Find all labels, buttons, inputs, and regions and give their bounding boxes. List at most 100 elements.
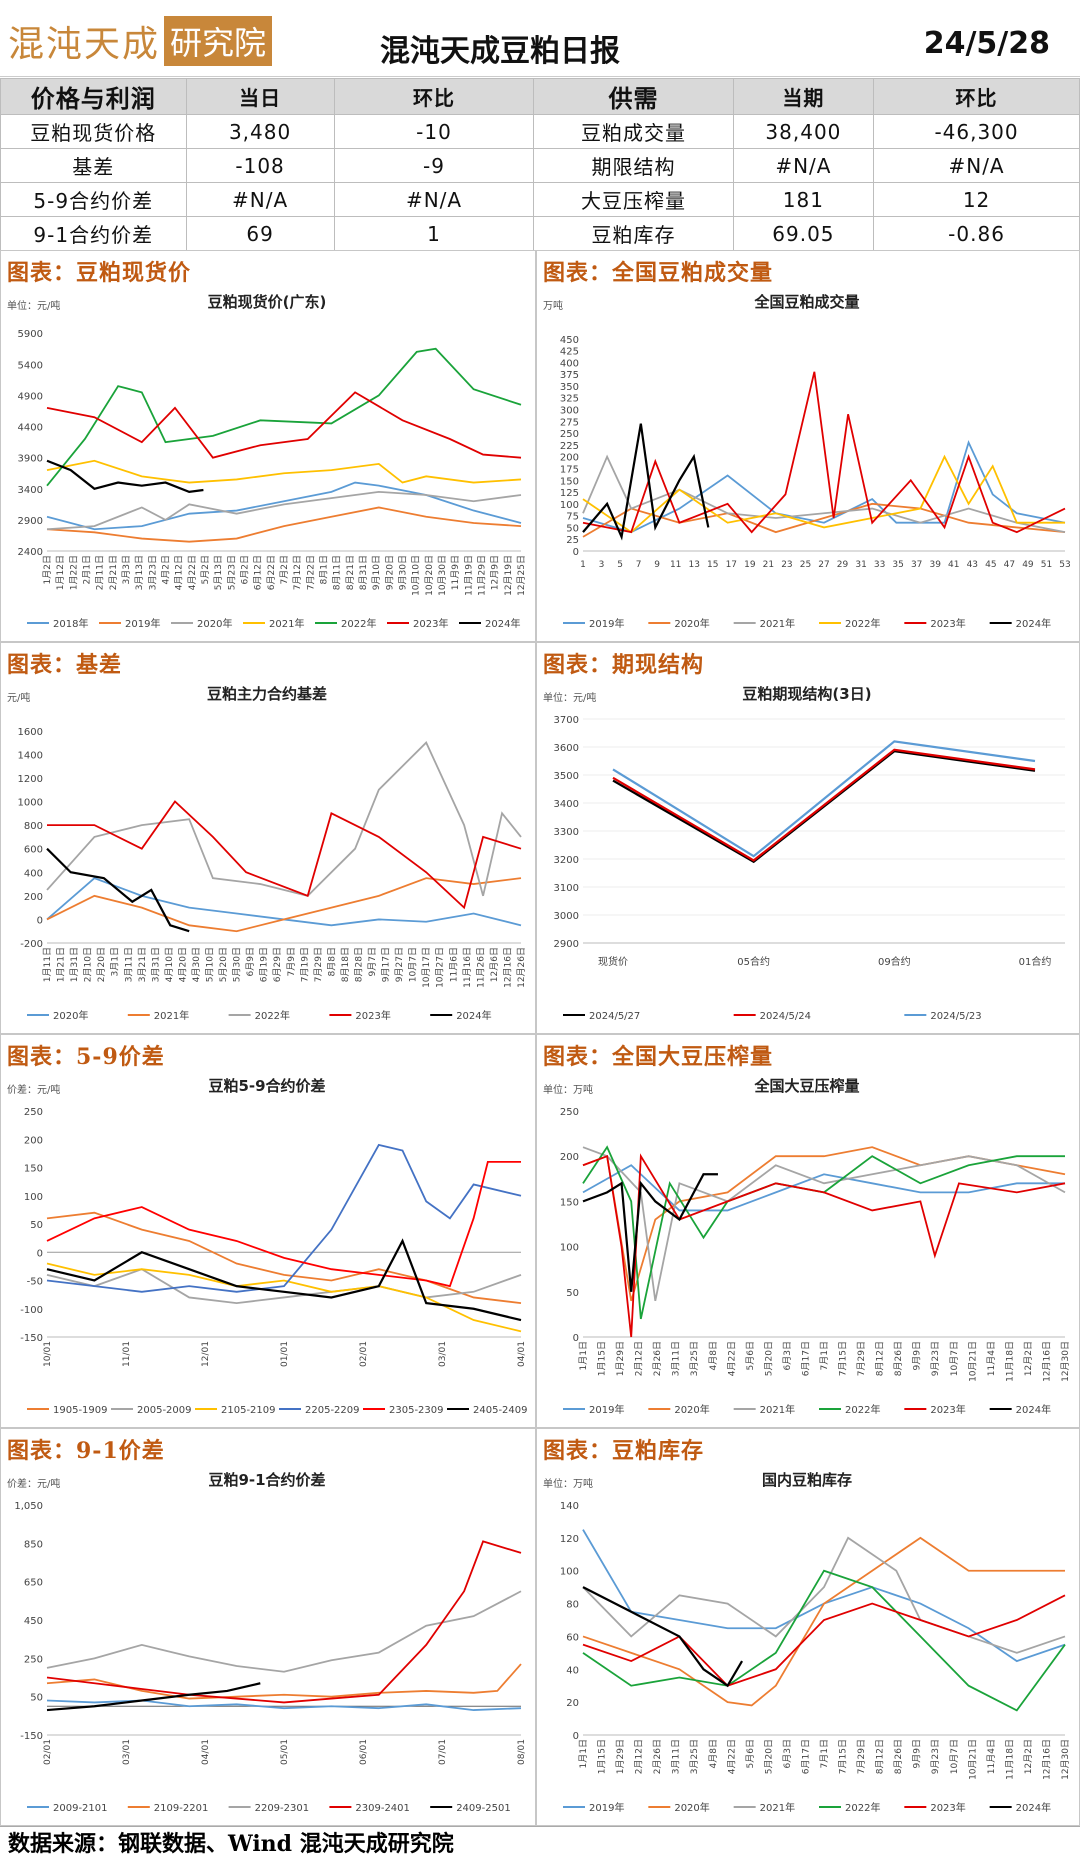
x-tick-label: 12/01 <box>201 1341 211 1367</box>
x-tick-label: 1月21日 <box>56 947 67 982</box>
x-tick-label: 3月31日 <box>150 947 161 982</box>
y-tick-label: 1000 <box>18 798 43 809</box>
x-tick-label: 1月15日 <box>597 1341 608 1376</box>
x-tick-label: 11月29日 <box>477 555 488 596</box>
y-tick-label: 100 <box>560 1567 579 1578</box>
x-tick-label: 29 <box>837 560 849 570</box>
hdr-today: 当日 <box>185 78 335 115</box>
x-tick-label: 12月30日 <box>1060 1739 1071 1780</box>
cell: -10 <box>333 114 535 149</box>
x-tick-label: 11月18日 <box>1004 1739 1015 1780</box>
y-tick-label: -50 <box>27 1277 43 1288</box>
x-tick-label: 9月23日 <box>930 1341 941 1376</box>
y-tick-label: 1400 <box>18 750 43 761</box>
y-tick-label: 375 <box>560 370 579 381</box>
y-tick-label: 120 <box>560 1534 579 1545</box>
panel-spread-5-9: 图表：5-9价差 豆粕5-9合约价差 价差：元/吨 -150 -100 -50 0 50 10… <box>0 1034 536 1428</box>
x-tick-label: 11月4日 <box>986 1341 997 1376</box>
y-tick-label: 125 <box>560 488 579 499</box>
panel-spread-9-1: 图表：9-1价差 豆粕9-1合约价差 价差：元/吨 -150 50 250 450 650 8… <box>0 1428 536 1826</box>
x-tick-label: 1月31日 <box>69 947 80 982</box>
legend-label: 2020年 <box>674 1403 709 1416</box>
x-tick-label: 5月6日 <box>745 1739 756 1768</box>
y-tick-label: 5900 <box>18 329 43 340</box>
x-tick-label: 06/01 <box>359 1739 369 1765</box>
x-tick-label: 7月19日 <box>299 947 310 982</box>
legend-label: 2205-2209 <box>305 1405 360 1416</box>
x-tick-label: 10月7日 <box>949 1739 960 1774</box>
x-tick-label: 37 <box>911 560 922 570</box>
x-tick-label: 10月7日 <box>949 1341 960 1376</box>
y-tick-label: 3500 <box>554 771 579 782</box>
x-tick-label: 12月16日 <box>1041 1739 1052 1780</box>
summary-row: 基差 -108 -9 期限结构 #N/A #N/A <box>0 148 1080 183</box>
cell: 豆粕成交量 <box>533 114 734 149</box>
y-tick-label: 140 <box>560 1501 579 1512</box>
x-tick-label: 3月13日 <box>134 555 145 590</box>
x-tick-label: 47 <box>1004 560 1015 570</box>
y-tick-label: 200 <box>560 1152 579 1163</box>
x-tick-label: 12月9日 <box>490 555 501 590</box>
x-tick-label: 12月16日 <box>502 947 513 988</box>
chart-title: 全国大豆压榨量 <box>753 1077 859 1095</box>
y-tick-label: 150 <box>560 476 579 487</box>
y-tick-label: 3200 <box>554 855 579 866</box>
y-tick-label: 3400 <box>554 799 579 810</box>
chart-title: 全国豆粕成交量 <box>753 293 859 311</box>
legend-label: 2021年 <box>760 1801 795 1814</box>
legend-label: 2021年 <box>154 1009 189 1022</box>
unit-label: 价差：元/吨 <box>7 1477 60 1490</box>
x-tick-label: 12月2日 <box>1023 1341 1034 1376</box>
x-tick-label: 4月8日 <box>708 1341 719 1370</box>
series-line <box>46 1211 522 1304</box>
x-tick-label: 7月2日 <box>279 555 290 584</box>
panel-title: 图表：全国豆粕成交量 <box>543 260 774 286</box>
x-tick-label: 6月3日 <box>782 1341 793 1370</box>
cell: 5-9合约价差 <box>0 182 187 217</box>
x-tick-label: 49 <box>1022 560 1034 570</box>
series-line <box>582 1569 1066 1712</box>
x-tick-label: 2月12日 <box>634 1739 645 1774</box>
y-tick-label: 400 <box>560 358 579 369</box>
x-tick-label: 10月27日 <box>435 947 446 988</box>
y-tick-label: 3600 <box>554 743 579 754</box>
series-line <box>612 750 1036 864</box>
x-tick-label: 12月25日 <box>516 555 527 596</box>
x-tick-label: 5月2日 <box>200 555 211 584</box>
legend-label: 2405-2409 <box>473 1405 528 1416</box>
series-line <box>46 506 522 543</box>
x-tick-label: 8月28日 <box>353 947 364 982</box>
legend-label: 2023年 <box>413 617 448 630</box>
panel-title: 图表：期现结构 <box>543 652 705 678</box>
panel-basis: 图表：基差 豆粕主力合约基差 元/吨 -200 0 200 400 600 800 1000 12… <box>0 642 536 1034</box>
panel-inventory: 图表：豆粕库存 国内豆粕库存 单位：万吨 0 20 40 60 80 100 120 140 1月1… <box>536 1428 1080 1826</box>
legend-label: 2023年 <box>355 1009 390 1022</box>
legend-label: 2020年 <box>674 617 709 630</box>
x-tick-label: 5月20日 <box>763 1739 774 1774</box>
x-tick-label: 7月1日 <box>819 1739 830 1768</box>
cell: -0.86 <box>873 216 1080 251</box>
y-tick-label: 150 <box>560 1197 579 1208</box>
x-tick-label: 01合约 <box>1019 955 1052 968</box>
x-tick-label: 9月9日 <box>912 1341 923 1370</box>
x-tick-label: 6月22日 <box>266 555 277 590</box>
series-line <box>582 502 1066 538</box>
cell: 69 <box>185 216 335 251</box>
x-tick-label: 1月1日 <box>578 1341 589 1370</box>
cell: 豆粕库存 <box>533 216 734 251</box>
chart-title: 豆粕期现结构(3日) <box>742 685 871 703</box>
legend-label: 2022年 <box>845 1403 880 1416</box>
legend-label: 2024年 <box>485 617 520 630</box>
legend-label: 2305-2309 <box>389 1405 444 1416</box>
legend-label: 2018年 <box>53 617 88 630</box>
x-tick-label: 5月20日 <box>763 1341 774 1376</box>
legend-label: 2024年 <box>456 1009 491 1022</box>
cell: 9-1合约价差 <box>0 216 187 251</box>
y-tick-label: 3700 <box>554 715 579 726</box>
x-tick-label: 1月1日 <box>578 1739 589 1768</box>
x-tick-label: 8月1日 <box>319 555 330 584</box>
series-line <box>582 1145 1065 1320</box>
y-tick-label: 450 <box>24 1616 43 1627</box>
series-line <box>46 1160 521 1288</box>
series-line <box>46 1682 261 1712</box>
